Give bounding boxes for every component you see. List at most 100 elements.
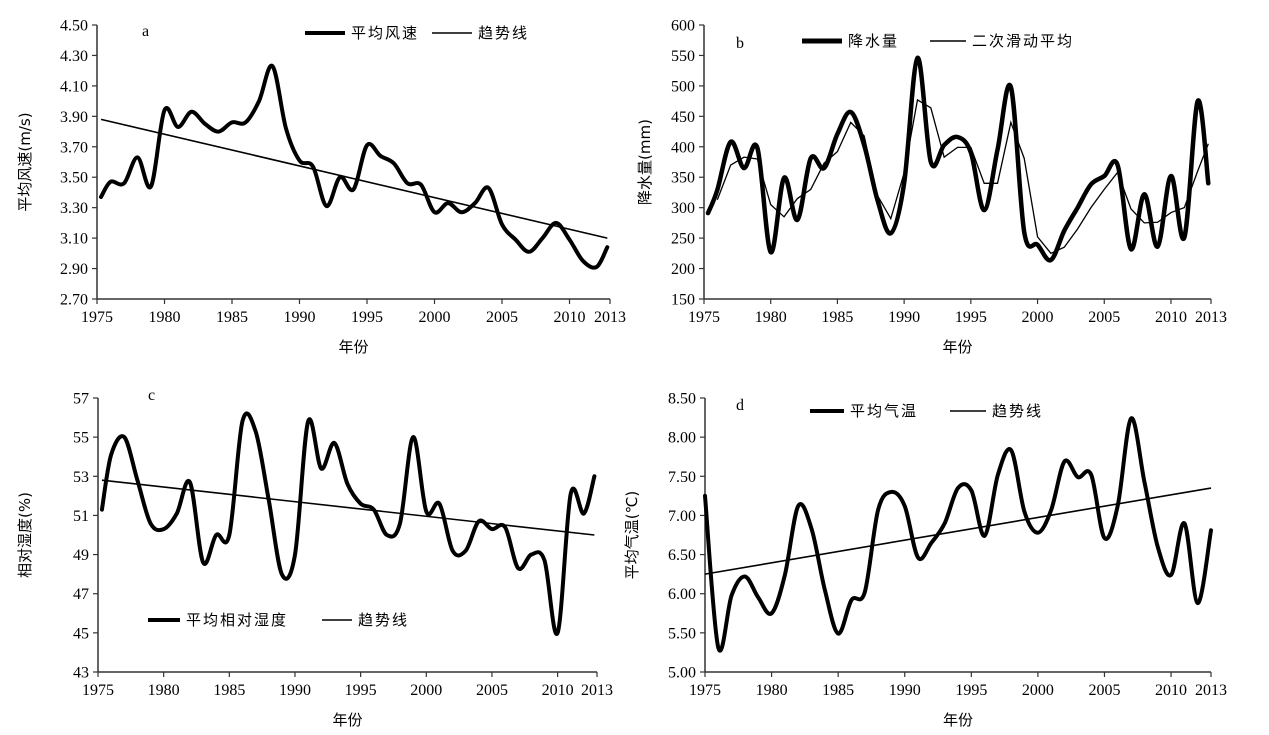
x-tick-label: 2000 [419,309,451,326]
x-tick-label: 1985 [213,682,245,699]
y-tick-label: 47 [73,586,89,603]
y-tick-label: 250 [671,231,695,248]
chart-a: 2.70 2.90 3.10 3.30 3.50 3.70 3.90 4.10 4.30 4.50… [16,18,626,357]
y-tick-label: 5.50 [668,625,696,642]
series-line-0 [703,416,1213,653]
x-tick-label: 1995 [955,309,987,326]
y-tick-label: 7.50 [668,469,696,486]
x-tick-label: 1980 [149,309,181,326]
x-tick-label: 2000 [1022,309,1054,326]
x-axis-title: 年份 [332,711,362,729]
y-tick-label: 5.00 [668,665,696,682]
y-tick-label: 7.00 [668,508,696,525]
legend-label: 平均气温 [850,402,918,420]
panel-letter: d [736,397,744,414]
y-tick-label: 300 [671,200,695,217]
y-tick-label: 2.70 [60,292,88,309]
trend-line [100,118,608,239]
y-tick-label: 57 [73,391,89,408]
series-line-0 [99,63,610,270]
x-tick-label: 2005 [476,682,508,699]
y-tick-label: 500 [671,78,695,95]
y-tick-label: 3.70 [60,139,88,156]
y-tick-label: 3.50 [60,170,88,187]
chart-b: 150 200 250 300 350 400 450 500 550 600 1975 1980 19… [636,18,1227,357]
x-tick-label: 1985 [216,309,248,326]
x-tick-label: 2005 [486,309,518,326]
legend-label: 趋势线 [358,611,409,629]
y-tick-label: 600 [671,18,695,35]
y-tick-label: 8.00 [668,430,696,447]
x-tick-label: 1995 [345,682,377,699]
y-axis-title: 相对湿度(%) [16,492,34,578]
x-tick-label: 1995 [955,682,987,699]
x-tick-label: 1990 [888,309,920,326]
x-tick-label: 1985 [822,682,854,699]
x-axis-title: 年份 [942,338,972,356]
y-tick-label: 400 [671,139,695,156]
y-tick-label: 8.50 [668,391,696,408]
y-tick-label: 3.90 [60,109,88,126]
y-tick-label: 450 [671,109,695,126]
y-axis-title: 降水量(mm) [636,119,654,205]
legend-label: 平均相对湿度 [186,611,288,629]
x-tick-label: 1980 [756,682,788,699]
y-tick-label: 6.50 [668,547,696,564]
x-tick-label: 2010 [1155,309,1187,326]
y-axis-title: 平均气温(℃) [623,491,641,580]
legend-label: 二次滑动平均 [972,32,1074,50]
x-tick-label: 1990 [889,682,921,699]
trend-line [704,487,1212,575]
x-tick-label: 2010 [554,309,586,326]
panel-letter: b [736,35,744,52]
x-tick-label: 2005 [1088,682,1120,699]
x-tick-label: 1975 [689,682,721,699]
legend-label: 降水量 [848,32,899,50]
x-tick-label: 2013 [1195,682,1227,699]
trend-line [101,479,595,536]
x-tick-label: 1985 [821,309,853,326]
x-tick-label: 1975 [688,309,720,326]
x-tick-label: 2010 [542,682,574,699]
x-tick-label: 2000 [1022,682,1054,699]
chart-d: 5.00 5.50 6.00 6.50 7.00 7.50 8.00 8.50 1975 1980… [623,391,1227,730]
x-tick-label: 2013 [1195,309,1227,326]
x-tick-label: 2013 [581,682,613,699]
x-axis-title: 年份 [943,711,973,729]
x-tick-label: 2000 [410,682,442,699]
y-tick-label: 550 [671,48,695,65]
series-line-0 [705,55,1211,263]
x-tick-label: 1980 [148,682,180,699]
y-tick-label: 2.90 [60,261,88,278]
series-line-0 [99,411,597,636]
y-tick-label: 3.30 [60,200,88,217]
y-tick-label: 43 [73,665,89,682]
x-tick-label: 1975 [81,309,113,326]
moving-average-line [716,98,1209,255]
y-tick-label: 4.30 [60,48,88,65]
legend-label: 趋势线 [992,402,1043,420]
x-tick-label: 2010 [1155,682,1187,699]
x-tick-label: 1990 [284,309,316,326]
y-tick-label: 3.10 [60,231,88,248]
panel-letter: c [148,387,155,404]
x-tick-label: 1990 [279,682,311,699]
y-tick-label: 45 [73,625,89,642]
y-axis-title: 平均风速(m/s) [16,112,34,211]
x-tick-label: 1980 [755,309,787,326]
x-tick-label: 2013 [594,309,626,326]
y-tick-label: 4.50 [60,18,88,35]
legend-label: 平均风速 [351,24,419,42]
y-tick-label: 350 [671,170,695,187]
x-tick-label: 1975 [82,682,114,699]
panel-letter: a [142,23,149,40]
y-tick-label: 49 [73,547,89,564]
y-tick-label: 53 [73,469,89,486]
y-tick-label: 4.10 [60,78,88,95]
y-tick-label: 55 [73,430,89,447]
y-tick-label: 150 [671,292,695,309]
legend-label: 趋势线 [478,24,529,42]
y-tick-label: 6.00 [668,586,696,603]
x-axis-title: 年份 [338,338,368,356]
